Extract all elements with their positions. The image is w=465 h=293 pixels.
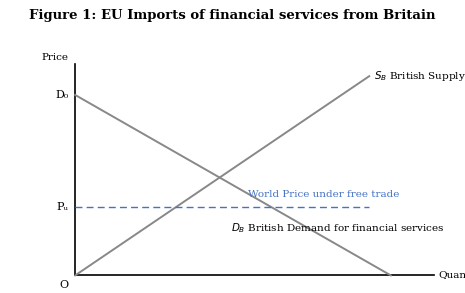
Text: Price: Price [42, 53, 69, 62]
Text: O: O [60, 280, 69, 290]
Text: Pᵤ: Pᵤ [57, 202, 69, 212]
Text: Quantity: Quantity [438, 271, 465, 280]
Text: $D_B$ British Demand for financial services: $D_B$ British Demand for financial servi… [231, 222, 445, 236]
Text: Figure 1: EU Imports of financial services from Britain: Figure 1: EU Imports of financial servic… [29, 9, 436, 22]
Text: D₀: D₀ [55, 90, 69, 100]
Text: $S_B$ British Supply of Financial Services: $S_B$ British Supply of Financial Servic… [373, 69, 465, 83]
Text: World Price under free trade: World Price under free trade [248, 190, 399, 199]
